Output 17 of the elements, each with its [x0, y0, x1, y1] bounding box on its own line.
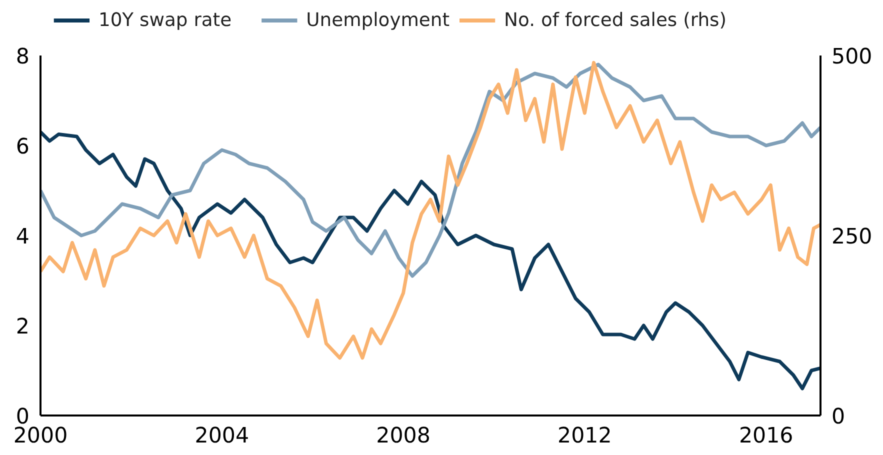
- y2-tick-label: 250: [832, 224, 872, 250]
- y-tick-label: 2: [16, 314, 30, 340]
- x-tick-label: 2012: [558, 424, 612, 448]
- line-series: [40, 62, 820, 278]
- y-tick-label: 8: [16, 44, 30, 70]
- x-tick-label: 2008: [376, 424, 430, 448]
- legend-label: 10Y swap rate: [98, 10, 232, 31]
- x-tick-label: 2004: [194, 424, 250, 448]
- legend-label: Unemployment: [306, 10, 450, 31]
- line-series: [40, 130, 820, 390]
- y-tick-label: 4: [16, 224, 30, 250]
- y2-tick-label: 0: [832, 404, 846, 430]
- x-tick-label: 2016: [738, 424, 794, 448]
- legend-label: No. of forced sales (rhs): [504, 10, 727, 31]
- y-tick-label: 6: [16, 134, 30, 160]
- line-series: [40, 60, 820, 360]
- y2-tick-label: 500: [832, 44, 872, 70]
